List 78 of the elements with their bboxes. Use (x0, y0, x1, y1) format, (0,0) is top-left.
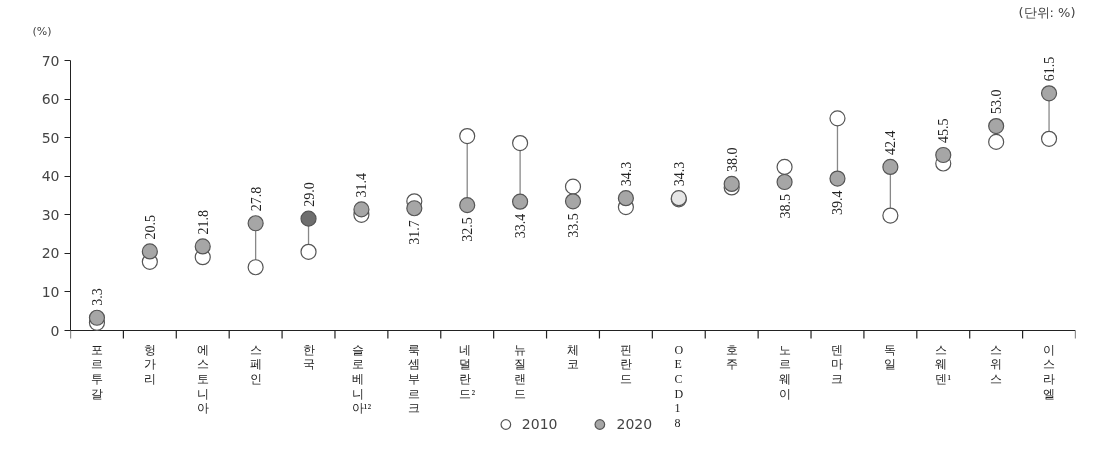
y-tick-label: 60 (41, 91, 60, 108)
y-tick-label: 70 (41, 52, 60, 69)
data-label: 32.5 (460, 217, 476, 242)
data-label: 53.0 (989, 89, 1005, 115)
x-tick-label: 스웨덴¹ (935, 342, 952, 386)
data-label: 39.4 (830, 190, 846, 216)
data-label: 29.0 (301, 182, 317, 207)
point (882, 158, 899, 176)
x-tick-label: 체코 (567, 342, 579, 372)
x-tick-label: 룩셈부르크 (408, 342, 421, 416)
data-label: 34.3 (618, 161, 634, 187)
point (776, 173, 793, 191)
x-tick-label: 이스라엘 (1043, 342, 1056, 401)
point (88, 309, 106, 326)
x-tick-label: 포르투갈 (90, 342, 103, 401)
x-tick-label: 호주 (725, 342, 738, 372)
data-label: 38.5 (777, 194, 793, 219)
point (829, 110, 846, 127)
x-tick-label: 슬로베니아¹² (351, 342, 372, 416)
x-tick-label: OECD18 (674, 342, 684, 430)
point (776, 158, 793, 176)
point (141, 243, 158, 260)
x-tick-label: 스페인 (249, 342, 262, 386)
point (300, 243, 317, 260)
point (723, 175, 740, 193)
point (459, 197, 476, 214)
point (564, 178, 582, 195)
x-tick-label: 스위스 (990, 342, 1003, 386)
point (829, 170, 846, 187)
data-label: 21.8 (195, 209, 211, 235)
point (935, 146, 952, 164)
x-tick-label: 덴마크 (831, 342, 844, 386)
point (988, 117, 1005, 135)
y-tick-label: 10 (41, 283, 60, 300)
point (194, 238, 211, 255)
y-axis-title: (%) (32, 24, 52, 38)
x-tick-label: 독일 (884, 342, 897, 372)
point (247, 259, 264, 276)
chart-title: (단위: %) (1018, 4, 1076, 20)
y-tick-label: 0 (50, 322, 60, 339)
legend-label: 2020 (616, 416, 653, 432)
data-label: 45.5 (936, 118, 952, 143)
data-label: 20.5 (142, 214, 158, 240)
point (247, 215, 264, 232)
x-tick-label: 핀란드 (619, 342, 632, 386)
data-label: 61.5 (1042, 56, 1058, 82)
x-tick-label: 뉴질랜드 (514, 342, 527, 401)
point (617, 190, 634, 207)
x-tick-label: 네덜란드² (459, 342, 476, 401)
x-tick-label: 에스토니아 (196, 342, 209, 416)
point (353, 201, 370, 218)
point (512, 134, 529, 152)
y-tick-label: 50 (41, 129, 60, 146)
data-label: 33.5 (566, 213, 581, 238)
data-label: 31.7 (407, 220, 423, 245)
point (564, 193, 582, 210)
point (1040, 85, 1058, 102)
x-tick-label: 노르웨이 (778, 342, 791, 401)
legend-label: 2010 (521, 416, 558, 432)
point (406, 200, 423, 217)
point (1040, 130, 1058, 147)
point (882, 207, 899, 224)
data-label: 42.4 (883, 130, 899, 155)
data-label: 33.4 (513, 213, 529, 239)
point (459, 128, 476, 145)
y-tick-label: 20 (41, 245, 60, 262)
y-tick-label: 30 (41, 206, 60, 223)
data-label: 31.4 (354, 172, 370, 198)
point (988, 133, 1005, 150)
data-label: 38.0 (724, 147, 740, 172)
data-label: 3.3 (89, 288, 105, 306)
data-label: 27.8 (248, 186, 264, 212)
data-label: 34.3 (671, 161, 687, 187)
point (300, 210, 317, 227)
x-tick-label: 한국 (302, 342, 315, 372)
x-tick-label: 헝가리 (143, 342, 156, 386)
y-tick-label: 40 (41, 168, 60, 185)
point (512, 193, 529, 210)
